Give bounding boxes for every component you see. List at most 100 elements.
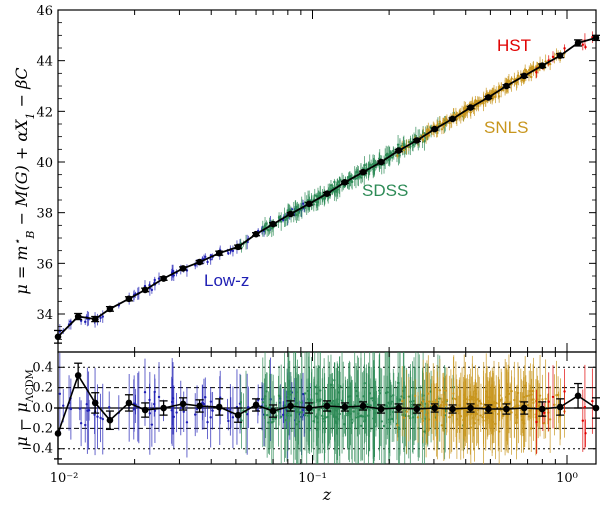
supernova-residual-point [458,403,461,407]
supernova-residual-point [541,398,544,401]
supernova-point [355,170,358,173]
binned-point [74,313,82,320]
supernova-residual-point [382,424,386,428]
supernova-residual-point [405,410,408,413]
supernova-residual-point [386,391,389,394]
supernova-residual-point [326,415,329,419]
y-tick-label: −0.2 [21,421,53,436]
binned-point [485,94,492,101]
supernova-residual-point [528,394,531,397]
supernova-residual-point [510,411,513,414]
supernova-residual-point [465,414,469,417]
supernova-residual-point [99,416,102,420]
supernova-residual-point [359,414,363,417]
supernova-residual-point [355,389,358,393]
supernova-point [563,47,566,50]
supernova-point [157,277,161,280]
binned-point [574,392,582,400]
supernova-residual-point [378,389,381,392]
supernova-point [172,274,176,277]
binned-point [485,405,492,413]
supernova-residual-point [85,403,88,406]
y-tick-label: 46 [36,4,53,19]
supernova-point [396,154,399,157]
supernova-point [497,95,501,98]
supernova-point [402,148,406,152]
supernova-residual-point [452,397,455,400]
binned-points-top [54,34,600,344]
supernova-residual-point [479,414,482,417]
supernova-residual-point [231,416,235,419]
supernova-point [548,62,552,66]
binned-point [269,407,277,415]
supernova-point [513,78,516,81]
top-panel-frame [57,9,597,353]
supernova-residual-point [532,401,535,405]
supernova-residual-point [497,430,501,433]
supernova-residual-point [294,391,298,394]
supernova-point [343,185,346,188]
supernova-residual-point [132,408,136,411]
binned-point [287,210,294,218]
supernova-residual-point [471,398,474,401]
binned-point [556,52,564,59]
supernova-residual-point [331,399,335,403]
binned-point [449,115,456,123]
binned-point [91,399,99,407]
label-snls: SNLS [484,118,528,137]
supernova-residual-point [283,404,287,407]
supernova-point [421,138,425,141]
supernova-residual-point [548,418,552,421]
supernova-residual-point [445,403,448,407]
supernova-residual-point [553,403,556,406]
binned-point [215,403,223,411]
supernova-point [464,111,467,115]
supernova-residual-point [227,419,230,423]
supernova-point [551,55,555,59]
binned-point [556,403,564,411]
supernova-point [477,104,480,108]
supernova-residual-point [538,404,541,408]
y-tick-label: 44 [36,55,53,70]
supernova-residual-point [185,421,189,424]
supernova-residual-point [547,400,550,403]
bottom-axis-ticks: 0.4 0.2 0.0 −0.2 −0.4 10⁻² 10⁻¹ 10⁰ [21,352,596,486]
supernova-point [527,74,531,77]
supernova-residual-point [182,410,185,413]
supernova-residual-point [455,410,458,413]
supernova-residual-point [265,390,268,393]
supernova-point [528,68,531,72]
binned-point [323,402,331,410]
supernova-residual-point [530,393,533,396]
x-tick-label: 10⁻¹ [298,471,327,486]
binned-point [305,404,313,412]
supernova-residual-point [517,404,520,407]
x-axis-title: z [322,485,332,504]
supernova-residual-point [476,397,480,401]
supernova-residual-point [272,420,275,423]
supernova-residual-point [297,408,300,411]
supernova-residual-point [505,395,508,399]
supernova-point [525,70,528,73]
bottom-y-axis-title: μ − μΛCDM [12,369,36,447]
binned-point [215,249,223,257]
supernova-residual-point [179,406,182,410]
supernova-point [402,142,405,145]
supernova-residual-point [530,427,533,430]
supernova-residual-point [211,409,214,412]
supernova-residual-point [464,414,467,418]
binned-point [54,333,62,341]
supernova-residual-point [143,391,147,394]
binned-point [106,305,114,313]
supernova-point [438,120,442,123]
supernova-point [388,158,391,161]
supernova-residual-point [240,419,243,422]
binned-point [106,416,114,424]
supernova-residual-point [373,412,376,415]
binned-point [431,404,438,412]
binned-point [395,147,402,154]
supernova-residual-point [563,390,566,393]
supernova-point [530,75,533,79]
supernova-residual-point [265,413,269,417]
